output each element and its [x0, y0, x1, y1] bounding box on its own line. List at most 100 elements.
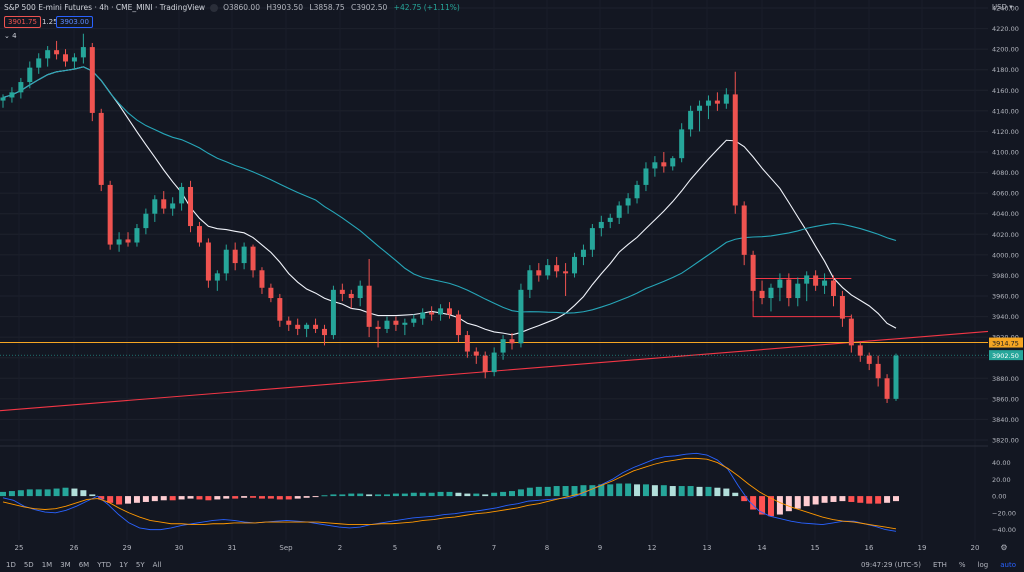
candle-body: [670, 158, 676, 167]
open-value: O3860.00: [223, 3, 260, 12]
macd-histogram-bar: [589, 485, 596, 497]
candle-body: [402, 322, 408, 325]
macd-tick-label: −40.00: [992, 526, 1016, 534]
candle-body: [822, 280, 828, 286]
macd-histogram-bar: [785, 496, 792, 512]
candle-body: [241, 246, 247, 264]
macd-histogram-bar: [848, 496, 855, 502]
price-tick-label: 3840.00: [992, 416, 1019, 424]
macd-histogram-bar: [875, 496, 882, 504]
macd-histogram-bar: [803, 496, 810, 507]
time-tick-label: 30: [175, 544, 184, 552]
macd-tick-label: 0.00: [992, 493, 1006, 501]
price-tick-label: 4040.00: [992, 210, 1019, 218]
timeframe-button[interactable]: 5Y: [135, 561, 145, 569]
macd-histogram-bar: [160, 496, 167, 501]
candle-body: [554, 265, 560, 272]
time-tick-label: Sep: [279, 544, 293, 552]
candle-body: [839, 296, 845, 319]
macd-histogram-bar: [562, 486, 569, 497]
percent-scale-button[interactable]: %: [958, 561, 966, 569]
time-tick-label: 2: [338, 544, 342, 552]
currency-label: USD ▾: [992, 3, 1013, 11]
log-scale-button[interactable]: log: [977, 561, 989, 569]
macd-histogram-bar: [196, 496, 203, 500]
price-tick-label: 3860.00: [992, 395, 1019, 403]
macd-histogram-bar: [410, 492, 417, 497]
macd-histogram-bar: [17, 490, 24, 497]
macd-histogram-bar: [598, 484, 605, 497]
macd-line: [2, 452, 897, 532]
price-labels: 3914.75 3902.50: [989, 337, 1023, 361]
candle-body: [589, 228, 595, 250]
candle-body: [357, 285, 363, 299]
timeframe-button[interactable]: 3M: [60, 561, 71, 569]
candle-body: [473, 351, 479, 356]
status-controls: 09:47:29 (UTC-5) ETH % log auto: [861, 561, 1016, 569]
macd-histogram-bar: [383, 494, 390, 497]
candle-body: [500, 339, 506, 353]
macd-histogram-bar: [839, 496, 846, 502]
timeframe-button[interactable]: 5D: [23, 561, 34, 569]
candle-body: [45, 50, 51, 59]
timeframe-button[interactable]: 1D: [6, 561, 16, 569]
macd-histogram-bar: [187, 496, 194, 499]
session-button[interactable]: ETH: [932, 561, 947, 569]
candle-body: [777, 279, 783, 288]
timeframe-button[interactable]: All: [152, 561, 162, 569]
macd-histogram-bar: [517, 489, 524, 497]
macd-histogram-bar: [330, 494, 337, 497]
candle-body: [27, 67, 33, 83]
hline-price-label: 3914.75: [992, 340, 1019, 348]
buy-button[interactable]: 3903.00: [56, 16, 93, 28]
price-tick-label: 4140.00: [992, 107, 1019, 115]
indicator-toggle[interactable]: ⌄ 4: [4, 32, 17, 40]
candle-body: [652, 162, 658, 169]
timeframe-button[interactable]: YTD: [97, 561, 112, 569]
macd-histogram-bar: [571, 486, 578, 497]
macd-histogram-bar: [44, 489, 51, 497]
candle-body: [625, 198, 631, 206]
candle-body: [598, 221, 604, 229]
candle-body: [884, 378, 890, 399]
candle-body: [125, 239, 131, 243]
candle-body: [375, 326, 381, 329]
price-axis[interactable]: USD ▾4240.00 4220.00 4200.00 4180.00 4160.00…: [988, 0, 1024, 559]
macd-histogram-bar: [893, 496, 899, 502]
macd-histogram-bar: [321, 495, 328, 497]
price-tick-label: 4020.00: [992, 231, 1019, 239]
symbol-title[interactable]: S&P 500 E-mini Futures · 4h · CME_MINI ·…: [4, 3, 206, 12]
candle-body: [732, 94, 738, 206]
candle-body: [205, 242, 211, 281]
macd-histogram-bar: [634, 484, 641, 497]
market-status-icon: [210, 3, 219, 12]
macd-histogram-bar: [696, 486, 703, 497]
candle-body: [36, 58, 42, 68]
candle-body: [714, 100, 720, 104]
candle-body: [54, 50, 60, 55]
sell-button[interactable]: 3901.75: [4, 16, 41, 28]
time-tick-label: 14: [758, 544, 767, 552]
candle-body: [429, 312, 435, 315]
candle-body: [0, 97, 6, 101]
candle-body: [89, 47, 95, 113]
time-tick-label: 19: [918, 544, 927, 552]
macd-histogram-bar: [151, 496, 158, 502]
time-tick-label: 6: [437, 544, 442, 552]
candle-body: [232, 249, 238, 264]
macd-histogram-bar: [607, 484, 614, 497]
timeframe-button[interactable]: 1Y: [119, 561, 128, 569]
candle-body: [304, 324, 310, 329]
macd-histogram-bar: [687, 486, 694, 497]
candle-body: [179, 186, 185, 204]
auto-scale-button[interactable]: auto: [1000, 561, 1016, 569]
price-tick-label: 4000.00: [992, 251, 1019, 259]
timeframe-button[interactable]: 6M: [78, 561, 90, 569]
candle-body: [688, 110, 694, 130]
macd-tick-label: 40.00: [992, 459, 1011, 467]
time-axis[interactable]: 25 26 29 30 31 Sep 2 5 6 7 8 9 12 13 14 15 16 19 20 ⚙: [15, 543, 1008, 552]
macd-histogram-bar: [258, 496, 265, 499]
macd-histogram-bar: [375, 494, 382, 497]
timeframe-button[interactable]: 1M: [41, 561, 53, 569]
